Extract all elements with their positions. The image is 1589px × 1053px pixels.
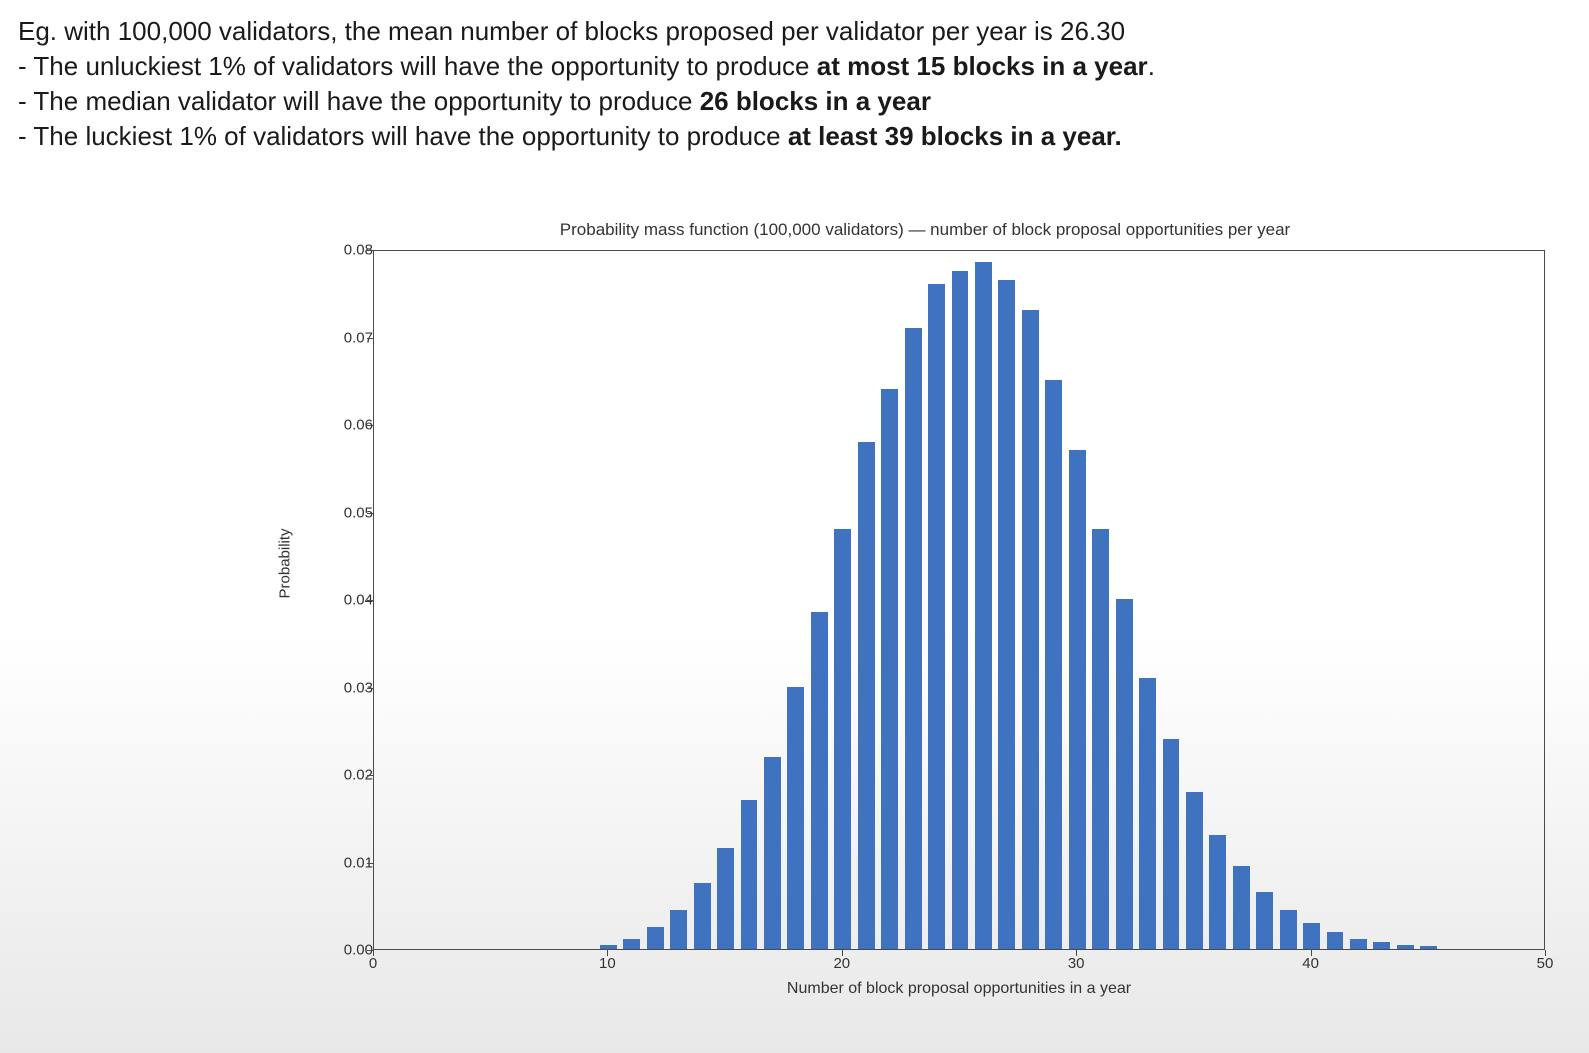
chart-bar [600, 945, 617, 949]
chart-bar [858, 442, 875, 950]
chart-xtick-mark [607, 950, 608, 956]
chart-ytick-mark [367, 250, 373, 251]
chart-xtick-label: 10 [599, 955, 616, 972]
chart-ytick-label: 0.04 [313, 592, 373, 609]
intro-text: Eg. with 100,000 validators, the mean nu… [18, 14, 1571, 154]
intro-line3b: 26 blocks in a year [700, 86, 931, 116]
chart-bar [905, 328, 922, 949]
chart-title: Probability mass function (100,000 valid… [295, 220, 1555, 240]
chart-bar [834, 529, 851, 949]
chart-ytick-mark [367, 600, 373, 601]
intro-line2b: at most 15 blocks in a year [817, 51, 1148, 81]
chart-ytick-mark [367, 425, 373, 426]
chart-bar [1069, 450, 1086, 949]
chart-bar [1139, 678, 1156, 949]
chart-bar [1233, 866, 1250, 949]
chart-xtick-label: 50 [1537, 955, 1554, 972]
chart-xtick-mark [1545, 950, 1546, 956]
chart-ytick-label: 0.00 [313, 942, 373, 959]
chart-bar [1420, 946, 1437, 949]
chart-bar [998, 280, 1015, 949]
intro-line4b: at least 39 blocks in a year. [788, 121, 1122, 151]
chart-bar [975, 262, 992, 949]
chart-ytick-label: 0.01 [313, 854, 373, 871]
intro-line2a: - The unluckiest 1% of validators will h… [18, 51, 817, 81]
intro-line2c: . [1148, 51, 1155, 81]
chart-bar [787, 687, 804, 950]
intro-line1: Eg. with 100,000 validators, the mean nu… [18, 16, 1125, 46]
chart-ytick-label: 0.07 [313, 329, 373, 346]
chart-plot-area [374, 251, 1544, 949]
chart-ytick-mark [367, 338, 373, 339]
chart-ylabel: Probability [277, 528, 294, 598]
intro-line4a: - The luckiest 1% of validators will hav… [18, 121, 788, 151]
chart-bar [1116, 599, 1133, 949]
chart-bar [764, 757, 781, 950]
chart-bar [1350, 939, 1367, 950]
chart-xtick-mark [1076, 950, 1077, 956]
chart-ytick-mark [367, 688, 373, 689]
chart-ytick-mark [367, 513, 373, 514]
chart-ytick-label: 0.08 [313, 242, 373, 259]
chart-xtick-label: 40 [1302, 955, 1319, 972]
intro-line3a: - The median validator will have the opp… [18, 86, 700, 116]
chart-bar [694, 883, 711, 949]
chart-bar [1327, 932, 1344, 950]
chart-bar [1397, 945, 1414, 949]
chart-bar [1022, 310, 1039, 949]
chart-plot-frame [373, 250, 1545, 950]
chart-xlabel: Number of block proposal opportunities i… [373, 980, 1545, 998]
chart-bar [717, 848, 734, 949]
chart-bar [1186, 792, 1203, 950]
chart-bar [670, 910, 687, 949]
chart-ytick-mark [367, 775, 373, 776]
chart-bar [1209, 835, 1226, 949]
chart-ytick-mark [367, 863, 373, 864]
chart-bar [1303, 923, 1320, 949]
chart-bar [881, 389, 898, 949]
chart-bar [623, 939, 640, 950]
chart-ytick-label: 0.03 [313, 679, 373, 696]
chart-ytick-label: 0.02 [313, 767, 373, 784]
chart-xtick-mark [842, 950, 843, 956]
chart-xtick-mark [373, 950, 374, 956]
chart-ytick-label: 0.05 [313, 504, 373, 521]
chart-ytick-label: 0.06 [313, 417, 373, 434]
chart-bar [1092, 529, 1109, 949]
chart-xtick-mark [1311, 950, 1312, 956]
chart-bar [1163, 739, 1180, 949]
chart-bar [741, 800, 758, 949]
pmf-chart: Probability mass function (100,000 valid… [295, 220, 1555, 1030]
chart-xtick-label: 0 [369, 955, 377, 972]
chart-bar [811, 612, 828, 949]
chart-bar [1280, 910, 1297, 949]
chart-bar [1256, 892, 1273, 949]
chart-bar [1373, 942, 1390, 949]
chart-bar [647, 927, 664, 949]
chart-bar [952, 271, 969, 949]
chart-xtick-label: 20 [833, 955, 850, 972]
chart-bar [928, 284, 945, 949]
chart-bar [1045, 380, 1062, 949]
chart-xtick-label: 30 [1068, 955, 1085, 972]
